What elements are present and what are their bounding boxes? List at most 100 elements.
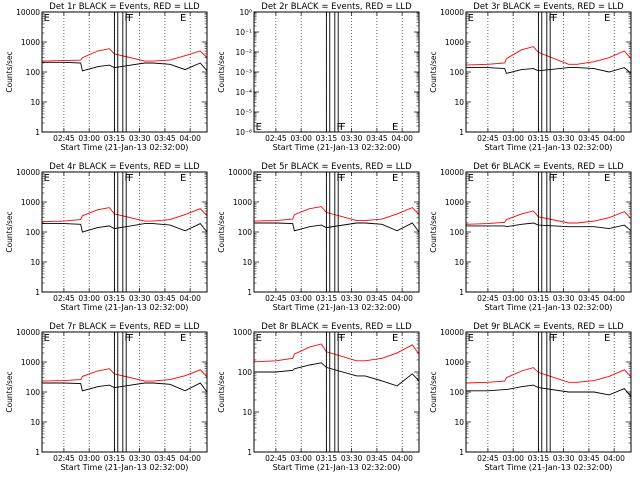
x-axis-label: Start Time (21-Jan-13 02:32:00) xyxy=(61,303,189,312)
x-tick-label: 03:00 xyxy=(78,294,100,303)
marker-label: F xyxy=(337,333,343,344)
marker-label: E xyxy=(468,13,474,24)
x-tick-label: 02:45 xyxy=(53,134,75,143)
y-axis-label: Counts/sec xyxy=(5,371,14,412)
y-tick-label: 10⁰ xyxy=(239,8,252,17)
y-tick-label: 100 xyxy=(450,388,465,397)
x-tick-label: 04:00 xyxy=(603,294,625,303)
y-tick-label: 100 xyxy=(26,68,41,77)
x-tick-label: 04:00 xyxy=(179,134,201,143)
y-tick-label: 100 xyxy=(238,228,253,237)
marker-label: E xyxy=(180,173,186,184)
x-tick-label: 03:15 xyxy=(316,294,338,303)
x-tick-label: 03:30 xyxy=(553,454,575,463)
series-events-line xyxy=(466,222,632,232)
marker-label: E xyxy=(256,333,262,344)
y-axis-label: Counts/sec xyxy=(5,211,14,252)
marker-label: F xyxy=(552,13,558,24)
x-tick-label: 02:45 xyxy=(265,134,287,143)
marker-label: E xyxy=(392,173,398,184)
x-tick-label: 03:45 xyxy=(366,294,388,303)
marker-label: E xyxy=(468,173,474,184)
y-tick-label: 100 xyxy=(450,228,465,237)
series-events-line xyxy=(466,384,632,397)
plot-frame xyxy=(465,11,632,133)
x-tick-label: 02:45 xyxy=(477,454,499,463)
x-tick-label: 03:45 xyxy=(578,134,600,143)
x-tick-label: 03:45 xyxy=(154,294,176,303)
plot-frame xyxy=(465,331,632,453)
x-tick-label: 02:45 xyxy=(265,454,287,463)
series-events-line xyxy=(254,362,420,387)
y-tick-label: 10⁻² xyxy=(235,48,252,57)
x-tick-label: 02:45 xyxy=(265,294,287,303)
y-tick-label: 1 xyxy=(35,288,40,297)
y-tick-label: 10 xyxy=(30,258,40,267)
x-tick-label: 03:30 xyxy=(341,134,363,143)
x-tick-label: 04:00 xyxy=(391,454,413,463)
plot-title: Det 4r BLACK = Events, RED = LLD xyxy=(49,162,200,172)
x-tick-label: 03:15 xyxy=(104,134,126,143)
y-tick-label: 1000 xyxy=(233,198,252,207)
y-tick-label: 1000 xyxy=(445,358,464,367)
x-axis-label: Start Time (21-Jan-13 02:32:00) xyxy=(485,463,613,472)
plot-title: Det 2r BLACK = Events, RED = LLD xyxy=(261,2,412,12)
x-tick-label: 03:00 xyxy=(290,454,312,463)
x-tick-label: 02:45 xyxy=(53,454,75,463)
plot-frame xyxy=(253,171,420,293)
x-tick-label: 03:15 xyxy=(316,134,338,143)
plot-panel-2: Det 2r BLACK = Events, RED = LLD 02:45 03:… xyxy=(217,2,420,152)
x-axis-label: Start Time (21-Jan-13 02:32:00) xyxy=(61,463,189,472)
y-tick-label: 10 xyxy=(242,408,252,417)
marker-label: F xyxy=(128,173,134,184)
plot-frame xyxy=(465,171,632,293)
y-tick-label: 10⁻⁴ xyxy=(235,88,252,97)
x-tick-label: 03:00 xyxy=(78,134,100,143)
plot-title: Det 1r BLACK = Events, RED = LLD xyxy=(49,2,200,12)
y-tick-label: 1 xyxy=(459,448,464,457)
x-tick-label: 04:00 xyxy=(603,134,625,143)
x-tick-label: 03:30 xyxy=(553,294,575,303)
marker-label: E xyxy=(180,333,186,344)
plot-title: Det 8r BLACK = Events, RED = LLD xyxy=(261,322,412,332)
x-tick-label: 02:45 xyxy=(477,294,499,303)
y-tick-label: 1 xyxy=(35,448,40,457)
marker-label: E xyxy=(44,173,50,184)
series-lld-line xyxy=(253,343,420,363)
x-tick-label: 03:45 xyxy=(366,134,388,143)
x-tick-label: 03:15 xyxy=(316,454,338,463)
y-axis-label: Counts/sec xyxy=(217,371,226,412)
marker-label: F xyxy=(128,13,134,24)
y-tick-label: 1 xyxy=(247,448,252,457)
series-lld-line xyxy=(41,48,208,62)
y-tick-label: 100 xyxy=(450,68,465,77)
y-tick-label: 1000 xyxy=(21,358,40,367)
x-tick-label: 03:45 xyxy=(366,454,388,463)
y-tick-label: 10⁻³ xyxy=(235,68,252,77)
x-tick-label: 03:30 xyxy=(129,454,151,463)
y-tick-label: 10 xyxy=(30,98,40,107)
y-tick-label: 10000 xyxy=(16,168,40,177)
x-tick-label: 02:45 xyxy=(477,134,499,143)
x-axis-label: Start Time (21-Jan-13 02:32:00) xyxy=(273,143,401,152)
y-tick-label: 1000 xyxy=(445,198,464,207)
y-tick-label: 10000 xyxy=(16,328,40,337)
y-tick-label: 1 xyxy=(247,288,252,297)
marker-label: E xyxy=(604,13,610,24)
y-tick-label: 10 xyxy=(454,98,464,107)
x-axis-label: Start Time (21-Jan-13 02:32:00) xyxy=(273,463,401,472)
marker-label: F xyxy=(340,173,346,184)
marker-label: E xyxy=(256,122,262,133)
series-events-line xyxy=(254,222,420,233)
y-tick-label: 10⁻⁶ xyxy=(235,128,252,137)
marker-label: E xyxy=(256,173,262,184)
y-tick-label: 10000 xyxy=(16,8,40,17)
series-events-line xyxy=(42,61,208,72)
plot-title: Det 7r BLACK = Events, RED = LLD xyxy=(49,322,200,332)
